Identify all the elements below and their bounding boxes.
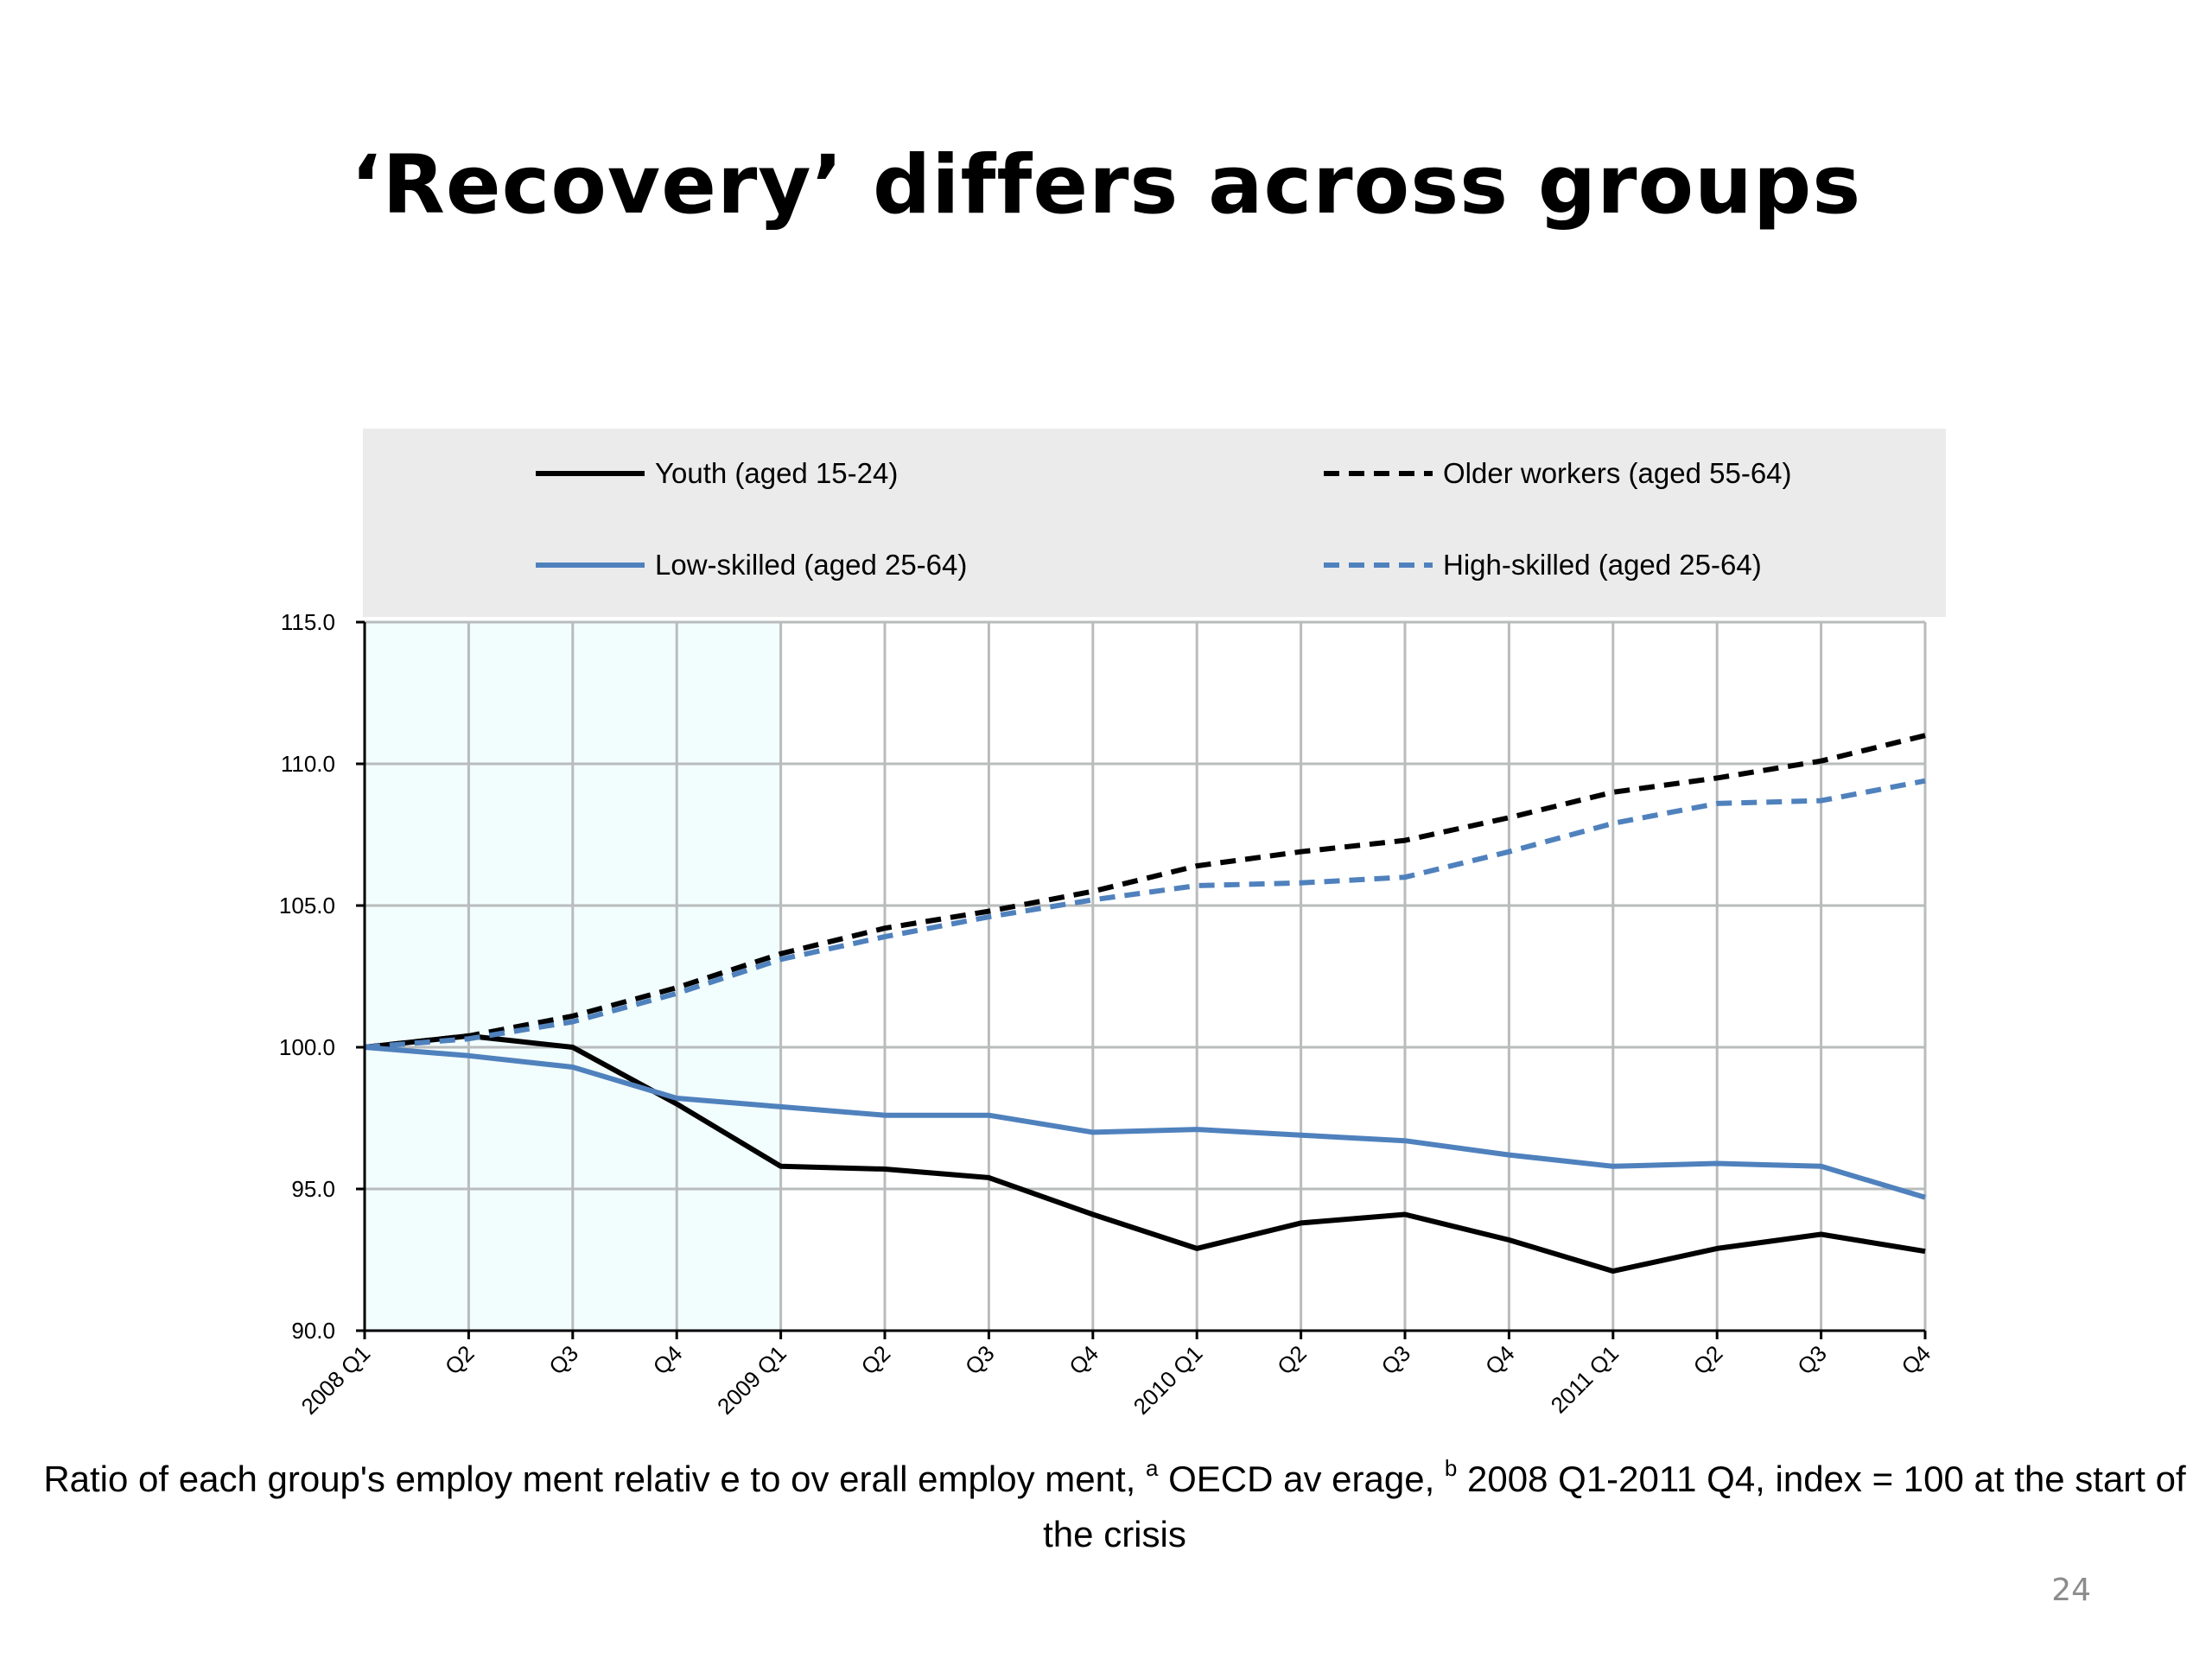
- x-tick-label: 2009 Q1: [712, 1340, 791, 1420]
- footnote-a: a: [1145, 1455, 1159, 1481]
- series-line-2: [364, 733, 1926, 1050]
- y-tick-label: 115.0: [281, 609, 335, 635]
- x-tick-label: 2010 Q1: [1128, 1340, 1208, 1420]
- x-tick-label: 2011 Q1: [1546, 1340, 1624, 1418]
- series-line-4: [364, 778, 1926, 1050]
- slide-title: ‘Recovery’ differs across groups: [350, 138, 1862, 232]
- legend: Youth (aged 15-24) Older workers (aged 55…: [536, 457, 1792, 581]
- x-tick-label: Q3: [543, 1340, 583, 1380]
- legend-background: [363, 429, 1946, 617]
- y-tick-label: 90.0: [291, 1318, 335, 1344]
- x-tick-label: Q3: [960, 1340, 1000, 1380]
- series-line-3: [364, 1045, 1926, 1200]
- series-line-1: [364, 1033, 1926, 1274]
- legend-label-2: Older workers (aged 55-64): [1443, 457, 1792, 489]
- x-tick-label: Q3: [1376, 1340, 1416, 1380]
- x-tick-label: Q2: [856, 1340, 896, 1380]
- series-layer: [364, 733, 1926, 1274]
- x-tick-label: Q3: [1792, 1340, 1832, 1380]
- y-tick-label: 110.0: [281, 751, 335, 777]
- x-tick-label: Q4: [648, 1340, 688, 1380]
- legend-label-3: Low-skilled (aged 25-64): [655, 549, 967, 581]
- caption-text-part1: Ratio of each group's employ ment relati…: [43, 1459, 1146, 1499]
- y-tick-label: 95.0: [291, 1176, 335, 1202]
- y-tick-label: 105.0: [279, 893, 335, 918]
- caption-text-part2: OECD av erage,: [1158, 1459, 1445, 1499]
- y-tick-label: 100.0: [279, 1034, 335, 1060]
- footnote-b: b: [1444, 1455, 1458, 1481]
- grid-layer: [363, 620, 1927, 1332]
- chart-caption: Ratio of each group's employ ment relati…: [17, 1452, 2212, 1562]
- x-tick-label: Q4: [1897, 1340, 1936, 1380]
- x-tick-label: 2008 Q1: [296, 1340, 375, 1420]
- x-tick-label: Q4: [1480, 1340, 1520, 1380]
- legend-label-1: Youth (aged 15-24): [655, 457, 898, 489]
- page-number: 24: [2051, 1573, 2091, 1608]
- legend-label-4: High-skilled (aged 25-64): [1443, 549, 1762, 581]
- x-tick-label: Q4: [1064, 1340, 1103, 1380]
- x-tick-label: Q2: [440, 1340, 480, 1380]
- x-tick-label: Q2: [1272, 1340, 1312, 1380]
- x-tick-label: Q2: [1688, 1340, 1728, 1380]
- caption-text-part3: 2008 Q1-2011 Q4, index = 100 at the star…: [1043, 1459, 2186, 1554]
